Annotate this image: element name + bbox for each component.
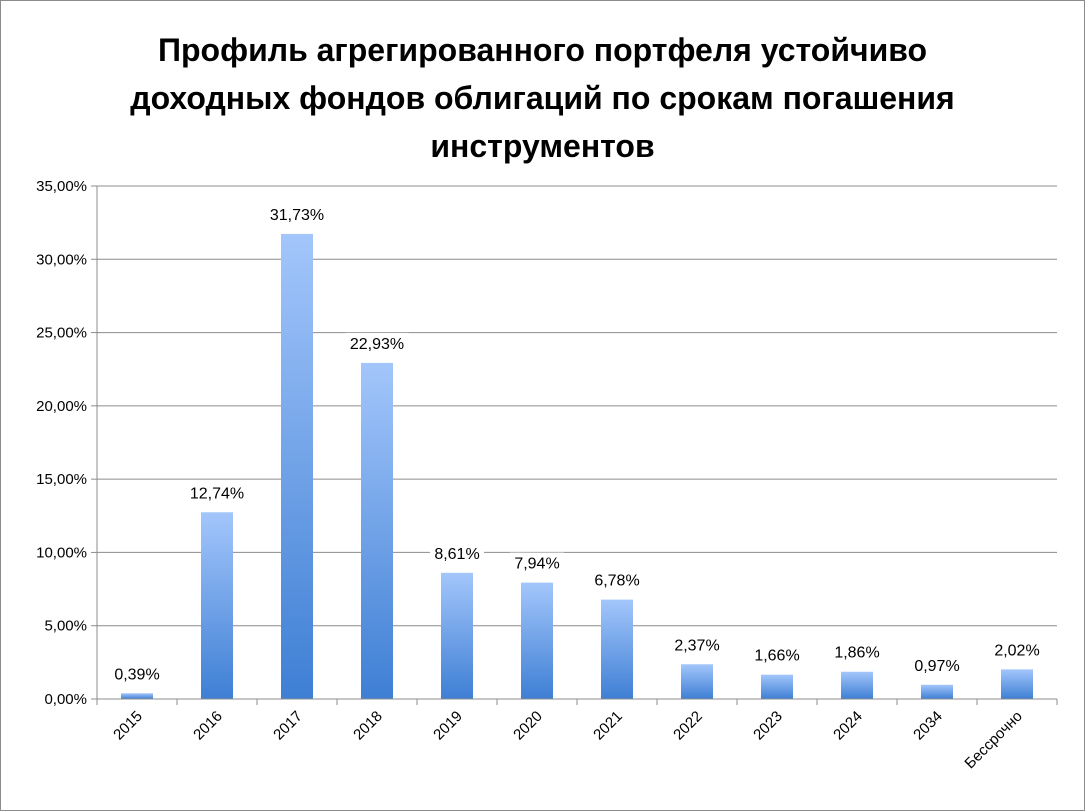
x-tick-label: 2023	[750, 708, 786, 744]
x-tick-label: 2024	[830, 708, 866, 744]
data-label-background	[830, 641, 884, 664]
data-label-background	[670, 634, 724, 657]
data-label: 31,73%	[270, 207, 324, 224]
bar	[601, 599, 633, 699]
x-tick-label: 2020	[510, 708, 546, 744]
data-label: 0,39%	[114, 666, 159, 683]
x-tick-label: 2017	[270, 708, 306, 744]
bar	[681, 664, 713, 699]
bar	[1001, 669, 1033, 699]
x-tick-label: 2019	[430, 708, 466, 744]
data-label: 2,37%	[674, 637, 719, 654]
y-tick-label: 35,00%	[36, 178, 87, 195]
data-label-background	[110, 663, 164, 686]
y-tick-label: 0,00%	[44, 691, 87, 708]
chart-title-line-1: Профиль агрегированного портфеля устойчи…	[157, 32, 928, 68]
x-tick-label: 2021	[590, 708, 626, 744]
bar	[121, 693, 153, 699]
data-label-background	[910, 654, 964, 677]
data-labels: 0,39% 12,74% 31,73% 22,93% 8,61% 7,94% 6,78% 2,…	[110, 203, 1044, 686]
data-label: 0,97%	[914, 658, 959, 675]
data-label-background	[990, 639, 1044, 662]
gridlines	[97, 185, 1057, 627]
x-tick-label: 2022	[670, 708, 706, 744]
chart-title: Профиль агрегированного портфеля устойчи…	[80, 26, 1005, 170]
bar	[921, 684, 953, 699]
data-label: 1,86%	[834, 645, 879, 662]
y-tick-label: 10,00%	[36, 544, 87, 561]
x-tick-label: 2018	[350, 708, 386, 744]
data-label-background	[750, 644, 804, 667]
data-label-background	[345, 332, 409, 355]
y-tick-label: 20,00%	[36, 398, 87, 415]
bar	[441, 572, 473, 699]
bar	[361, 362, 393, 699]
data-label: 12,74%	[190, 485, 244, 502]
data-label-background	[185, 482, 249, 505]
data-label: 22,93%	[350, 336, 404, 353]
data-label-background	[510, 552, 564, 575]
x-axis: 2015 2016 2017 2018 2019 2020 2021 2022 2023 2024…	[96, 698, 1058, 772]
data-label-background	[590, 569, 644, 592]
bar	[281, 233, 313, 699]
bar	[201, 512, 233, 699]
chart-title-line-2: доходных фондов облигаций по срокам пога…	[130, 80, 955, 116]
x-tick-label: 2034	[910, 708, 946, 744]
data-label-background	[265, 203, 329, 226]
data-label: 2,02%	[994, 642, 1039, 659]
data-label-background	[430, 542, 484, 565]
y-tick-label: 30,00%	[36, 251, 87, 268]
data-label: 8,61%	[434, 546, 479, 563]
y-tick-label: 25,00%	[36, 325, 87, 342]
data-label: 1,66%	[754, 648, 799, 665]
y-axis: 0,00% 5,00% 10,00% 15,00% 20,00% 25,00% 30,00%…	[36, 178, 98, 708]
bar	[841, 671, 873, 699]
y-tick-label: 15,00%	[36, 471, 87, 488]
y-tick-label: 5,00%	[44, 618, 87, 635]
bars	[121, 233, 1033, 699]
x-tick-label: Бессрочно	[961, 708, 1025, 772]
x-tick-label: 2015	[110, 708, 146, 744]
data-label: 6,78%	[594, 573, 639, 590]
bar	[761, 674, 793, 699]
data-label: 7,94%	[514, 556, 559, 573]
bar	[521, 582, 553, 699]
x-tick-label: 2016	[190, 708, 226, 744]
chart-title-line-3: инструментов	[430, 128, 655, 164]
